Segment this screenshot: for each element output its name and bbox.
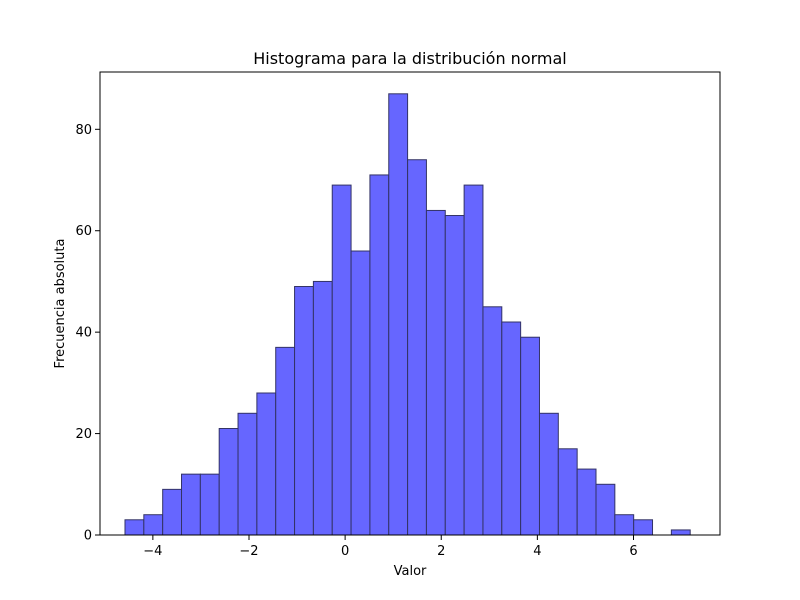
histogram-bar (181, 473, 201, 536)
histogram-bar (237, 412, 258, 536)
histogram-bar (162, 488, 183, 536)
x-tick-label: −2 (239, 544, 258, 559)
x-tick-label: −4 (143, 544, 162, 559)
bars-group (124, 93, 691, 536)
plot-frame (99, 71, 721, 536)
histogram-bar (670, 529, 691, 536)
histogram-bar (124, 519, 145, 536)
histogram-bar (576, 468, 597, 536)
histogram-bar (256, 392, 277, 536)
histogram-bar (614, 514, 635, 536)
histogram-bar (425, 209, 446, 536)
histogram-bar (143, 514, 164, 536)
y-tick-label: 80 (75, 123, 92, 138)
histogram-bar (633, 519, 654, 536)
histogram-bar (407, 159, 427, 536)
histogram-bar (482, 306, 503, 536)
histogram-bar (369, 174, 390, 536)
y-tick-label: 20 (75, 427, 92, 442)
x-tick-label: 0 (341, 544, 349, 559)
histogram-bar (501, 321, 522, 536)
x-tick-label: 6 (629, 544, 637, 559)
histogram-bar (388, 93, 409, 536)
histogram-bar (294, 286, 314, 536)
histogram-bar (463, 184, 484, 536)
y-tick-label: 60 (75, 224, 92, 239)
histogram-bar (331, 184, 352, 536)
x-tick-label: 4 (533, 544, 541, 559)
x-tick-label: 2 (437, 544, 445, 559)
histogram-bar (595, 483, 616, 536)
y-tick-label: 40 (75, 326, 92, 341)
x-axis-label: Valor (394, 564, 427, 579)
histogram-bar (350, 250, 371, 536)
histogram-bar (275, 346, 296, 536)
y-axis: 0 20 40 60 80 (75, 123, 100, 544)
histogram-bar (218, 428, 239, 536)
histogram-bar (538, 412, 559, 536)
y-tick-label: 0 (84, 529, 92, 544)
histogram-bar (520, 336, 540, 536)
chart-title: Histograma para la distribución normal (253, 49, 567, 68)
x-axis: −4 −2 0 2 4 6 (143, 535, 638, 559)
y-axis-label: Frecuencia absoluta (53, 239, 68, 369)
histogram-bar (312, 280, 333, 536)
histogram-bar (444, 215, 465, 536)
histogram-bar (557, 448, 578, 536)
histogram-bar (199, 473, 220, 536)
